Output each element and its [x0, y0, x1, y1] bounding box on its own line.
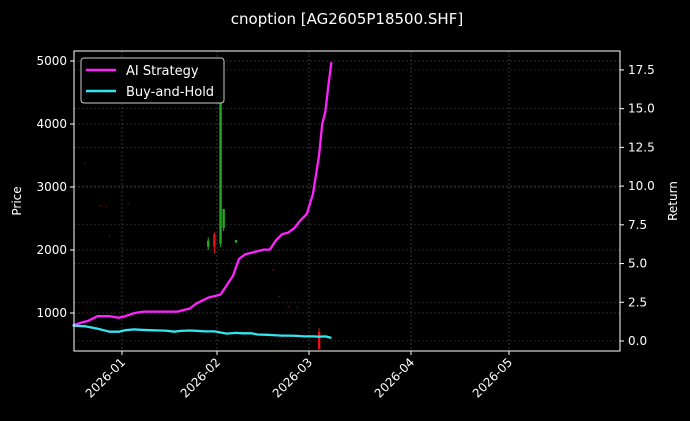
candle-body: [234, 239, 238, 243]
y-right-tick-label: 12.5: [628, 140, 655, 154]
candle-body: [213, 234, 216, 247]
chart-title: cnoption [AG2605P18500.SHF]: [231, 10, 463, 28]
grid-lines: [74, 51, 620, 351]
legend-ai-strategy-label: AI Strategy: [126, 64, 199, 79]
legend: AI Strategy Buy-and-Hold: [80, 57, 225, 104]
faint-dot: [272, 269, 274, 271]
y-right-tick-label: 2.5: [628, 295, 647, 309]
x-tick-label: 2026-01: [83, 355, 128, 400]
y-right-tick-label: 10.0: [628, 179, 655, 193]
faint-dot: [287, 305, 290, 308]
y-left-tick-label: 5000: [36, 54, 67, 68]
y-right-tick-label: 15.0: [628, 102, 655, 116]
y-axis-right: 0.0 2.5 5.0 7.5 10.0 12.5 15.0 17.5: [620, 63, 655, 348]
legend-box: [80, 57, 225, 104]
candle-body: [222, 209, 225, 228]
x-axis: 2026-01 2026-02 2026-03 2026-04 2026-05: [83, 351, 515, 401]
y-right-tick-label: 0.0: [628, 334, 647, 348]
plot-frame: [73, 50, 621, 352]
ai-strategy-line: [72, 62, 333, 327]
buy-and-hold-line: [72, 324, 332, 340]
return-lines: [72, 62, 333, 340]
faint-dot: [108, 234, 111, 237]
faint-dot: [105, 205, 108, 208]
x-tick-label: 2026-04: [372, 355, 417, 400]
faint-price-dots: [84, 162, 299, 309]
legend-buy-and-hold-label: Buy-and-Hold: [126, 85, 214, 100]
faint-dot: [201, 227, 203, 229]
y-left-tick-label: 3000: [36, 180, 67, 194]
candlesticks: [207, 64, 321, 349]
y-left-tick-label: 4000: [36, 117, 67, 131]
faint-dot: [99, 205, 102, 207]
y-axis-right-label: Return: [666, 181, 680, 221]
x-tick-label: 2026-02: [178, 355, 223, 400]
x-tick-label: 2026-03: [270, 355, 315, 400]
y-left-tick-label: 2000: [36, 243, 67, 257]
faint-dot: [127, 202, 129, 205]
y-axis-left-label: Price: [10, 186, 24, 215]
faint-dot: [84, 162, 86, 164]
candle-body: [207, 240, 210, 247]
candle-body: [317, 331, 321, 349]
y-axis-left: 1000 2000 3000 4000 5000: [36, 54, 74, 320]
candle-body: [219, 64, 222, 244]
faint-dot: [296, 306, 299, 309]
y-left-tick-label: 1000: [36, 306, 67, 320]
y-right-tick-label: 5.0: [628, 257, 647, 271]
x-tick-label: 2026-05: [470, 355, 515, 400]
faint-dot: [278, 295, 280, 298]
y-right-tick-label: 7.5: [628, 218, 647, 232]
y-right-tick-label: 17.5: [628, 63, 655, 77]
